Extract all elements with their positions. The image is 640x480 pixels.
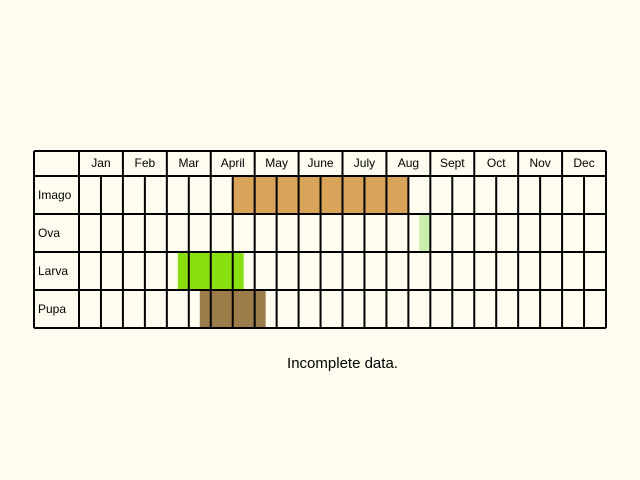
stage-label-imago: Imago [38,188,72,202]
stage-label-ova: Ova [38,226,60,240]
month-label-sept: Sept [440,156,465,170]
chart-note: Incomplete data. [287,355,398,372]
month-label-jan: Jan [91,156,110,170]
month-label-dec: Dec [573,156,594,170]
stage-label-larva: Larva [38,264,68,278]
month-label-oct: Oct [487,156,506,170]
month-label-nov: Nov [529,156,550,170]
month-label-mar: Mar [178,156,199,170]
month-label-aug: Aug [398,156,419,170]
month-label-april: April [221,156,245,170]
month-label-feb: Feb [135,156,156,170]
stage-bar-ova [419,214,431,252]
stage-label-pupa: Pupa [38,302,66,316]
month-label-july: July [354,156,375,170]
month-label-may: May [265,156,288,170]
month-label-june: June [308,156,334,170]
